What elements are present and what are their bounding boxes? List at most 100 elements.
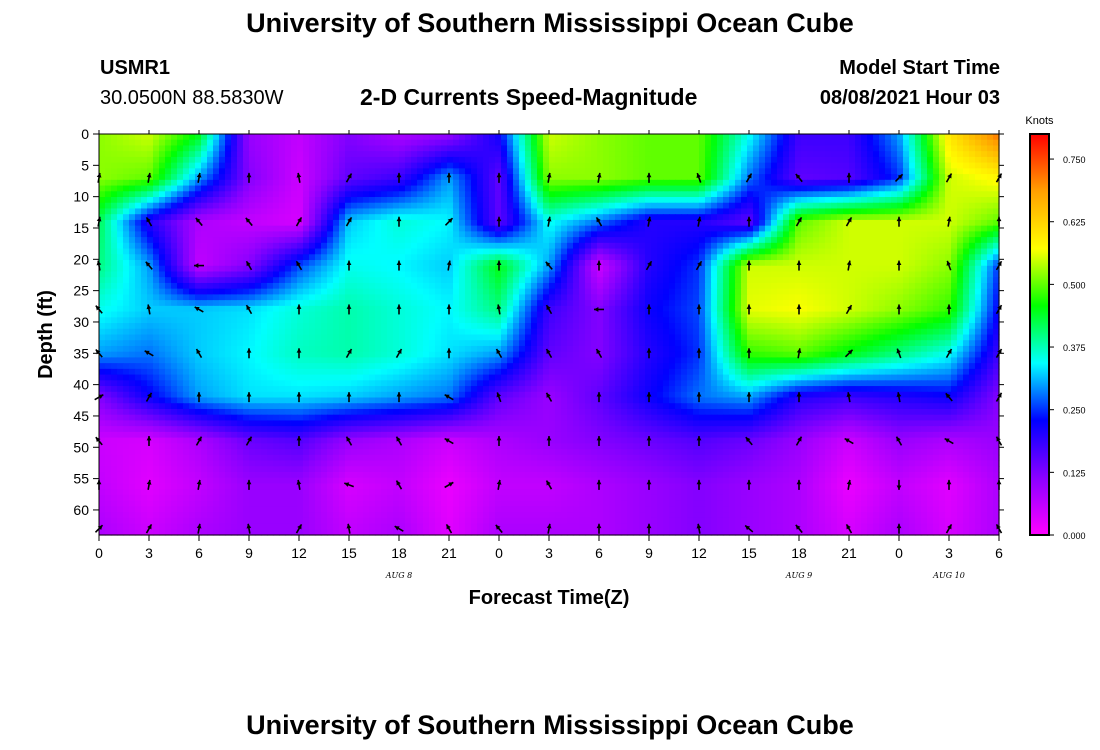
heat-cell	[879, 271, 886, 278]
heat-cell	[675, 151, 682, 158]
heat-cell	[339, 156, 346, 164]
heat-cell	[807, 139, 814, 147]
heat-cell	[441, 208, 448, 215]
heat-cell	[933, 237, 940, 244]
heat-cell	[981, 237, 988, 244]
heat-cell	[207, 174, 214, 181]
heat-cell	[351, 300, 358, 307]
heat-cell	[165, 156, 172, 164]
heat-cell	[903, 317, 910, 324]
heat-cell	[981, 174, 988, 181]
heat-cell	[645, 197, 652, 204]
heat-cell	[285, 174, 292, 181]
heat-cell	[813, 271, 820, 278]
heat-cell	[321, 151, 328, 158]
heat-cell	[375, 271, 382, 278]
heat-cell	[405, 151, 412, 158]
heat-cell	[111, 305, 118, 313]
heat-cell	[519, 202, 526, 210]
heat-cell	[579, 248, 586, 255]
heat-cell	[453, 179, 460, 187]
heat-cell	[603, 168, 610, 175]
heat-cell	[387, 179, 394, 187]
heat-cell	[543, 282, 550, 290]
heat-cell	[897, 151, 904, 158]
heat-cell	[189, 277, 196, 284]
heat-cell	[267, 197, 274, 204]
heat-cell	[723, 162, 730, 169]
heat-cell	[273, 311, 280, 318]
heat-cell	[405, 168, 412, 175]
heat-cell	[945, 271, 952, 278]
heat-cell	[285, 305, 292, 313]
heat-cell	[411, 311, 418, 318]
heat-cell	[873, 156, 880, 164]
heat-cell	[675, 254, 682, 261]
heat-cell	[657, 151, 664, 158]
heat-cell	[879, 202, 886, 210]
heat-cell	[543, 174, 550, 181]
heat-cell	[687, 248, 694, 255]
heat-cell	[273, 174, 280, 181]
heat-cell	[147, 231, 154, 238]
heat-cell	[279, 202, 286, 210]
heat-cell	[699, 294, 706, 301]
heat-cell	[291, 300, 298, 307]
heat-cell	[921, 271, 928, 278]
heat-cell	[447, 214, 454, 221]
heat-cell	[99, 134, 106, 141]
heat-cell	[363, 191, 370, 198]
heat-cell	[603, 317, 610, 324]
heat-cell	[963, 162, 970, 169]
heat-cell	[279, 225, 286, 232]
heat-cell	[687, 254, 694, 261]
heat-cell	[621, 134, 628, 141]
heat-cell	[969, 139, 976, 147]
heat-cell	[693, 214, 700, 221]
heat-cell	[783, 214, 790, 221]
heat-cell	[987, 237, 994, 244]
heat-cell	[585, 191, 592, 198]
heat-cell	[945, 197, 952, 204]
heat-cell	[573, 162, 580, 169]
heat-cell	[699, 248, 706, 255]
heat-cell	[171, 254, 178, 261]
heat-cell	[729, 174, 736, 181]
heat-cell	[327, 197, 334, 204]
heat-cell	[711, 248, 718, 255]
heat-cell	[759, 156, 766, 164]
heat-cell	[219, 179, 226, 187]
heat-cell	[795, 288, 802, 295]
heat-cell	[801, 294, 808, 301]
heat-cell	[369, 231, 376, 238]
heat-cell	[903, 185, 910, 192]
heat-cell	[957, 231, 964, 238]
heat-cell	[945, 254, 952, 261]
heat-cell	[543, 139, 550, 147]
heat-cell	[435, 260, 442, 267]
heat-cell	[123, 305, 130, 313]
heat-cell	[663, 300, 670, 307]
heat-cell	[567, 288, 574, 295]
heat-cell	[285, 156, 292, 164]
heat-cell	[411, 265, 418, 273]
heat-cell	[675, 271, 682, 278]
heat-cell	[531, 225, 538, 232]
heat-cell	[777, 271, 784, 278]
heat-cell	[849, 265, 856, 273]
heat-cell	[309, 168, 316, 175]
heat-cell	[417, 139, 424, 147]
heat-cell	[105, 202, 112, 210]
heat-cell	[417, 260, 424, 267]
heat-cell	[255, 311, 262, 318]
heat-cell	[729, 254, 736, 261]
heat-cell	[945, 208, 952, 215]
heat-cell	[873, 162, 880, 169]
heat-cell	[519, 134, 526, 141]
heat-cell	[303, 242, 310, 250]
heat-cell	[525, 294, 532, 301]
heat-cell	[231, 305, 238, 313]
heat-cell	[501, 260, 508, 267]
heat-cell	[357, 300, 364, 307]
heat-cell	[975, 248, 982, 255]
